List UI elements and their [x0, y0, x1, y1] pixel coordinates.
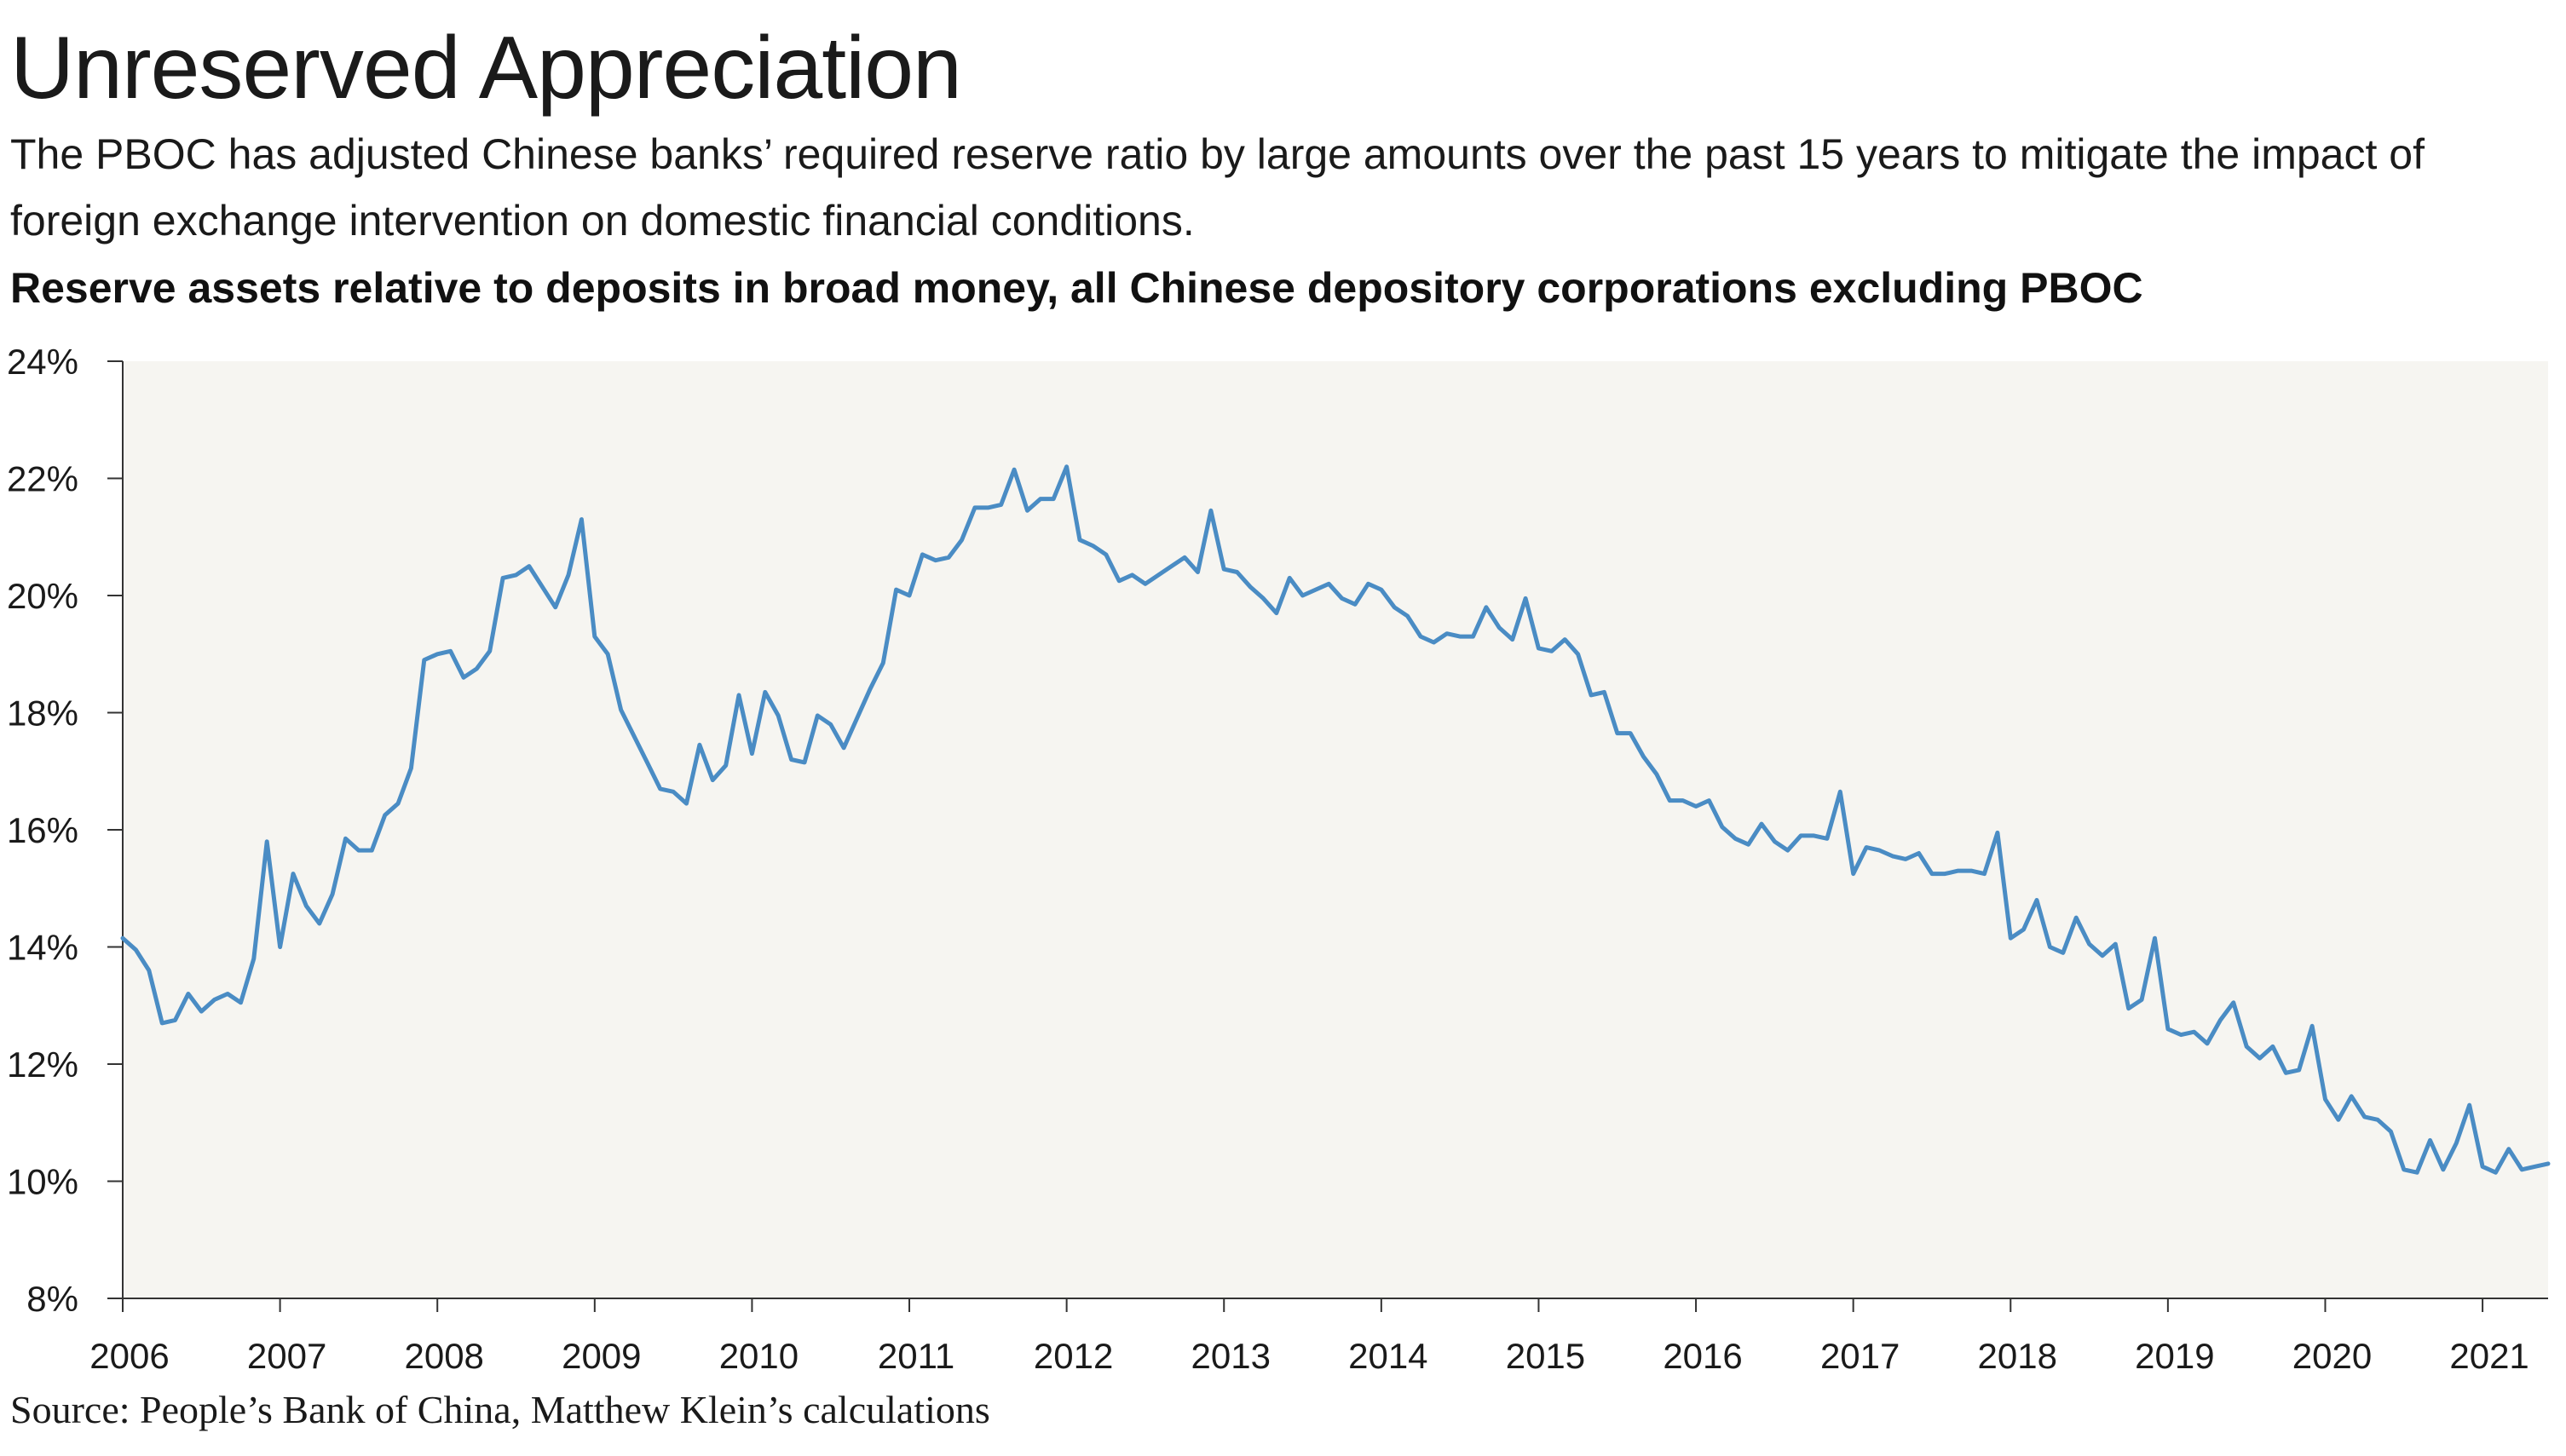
- reserve-ratio-line: [120, 464, 2551, 1175]
- y-tick-label: 22%: [7, 459, 78, 499]
- x-tick-label: 2021: [2449, 1336, 2529, 1376]
- plot-area: [123, 361, 2548, 1298]
- x-tick-label: 2006: [89, 1336, 169, 1376]
- series-layer: [120, 464, 2551, 1175]
- x-tick-label: 2009: [562, 1336, 641, 1376]
- y-tick-label: 24%: [7, 342, 78, 382]
- x-tick-label: 2010: [719, 1336, 799, 1376]
- x-tick-label: 2018: [1978, 1336, 2057, 1376]
- x-tick-label: 2012: [1034, 1336, 1113, 1376]
- x-tick-label: 2008: [404, 1336, 483, 1376]
- x-tick-label: 2007: [247, 1336, 326, 1376]
- x-tick-label: 2019: [2135, 1336, 2214, 1376]
- page-title: Unreserved Appreciation: [10, 19, 962, 118]
- y-tick-label: 10%: [7, 1162, 78, 1202]
- y-axis: 24% 22% 20% 18% 16% 14% 12% 10% 8%: [7, 342, 124, 1319]
- source-note: Source: People’s Bank of China, Matthew …: [10, 1388, 990, 1431]
- x-tick-label: 2014: [1348, 1336, 1427, 1376]
- subtitle: The PBOC has adjusted Chinese banks’ req…: [10, 130, 2425, 245]
- x-tick-label: 2017: [1820, 1336, 1900, 1376]
- x-tick-label: 2013: [1191, 1336, 1271, 1376]
- y-tick-label: 16%: [7, 810, 78, 850]
- x-tick-label: 2015: [1506, 1336, 1585, 1376]
- chart-title: Reserve assets relative to deposits in b…: [10, 264, 2143, 312]
- y-tick-label: 14%: [7, 928, 78, 968]
- y-tick-label: 18%: [7, 693, 78, 734]
- x-axis: 2006 2007 2008 2009 2010 2011 2012 2013 2014 2015…: [89, 1298, 2548, 1376]
- y-tick-label: 8%: [26, 1279, 78, 1319]
- x-tick-label: 2011: [878, 1336, 954, 1376]
- y-tick-label: 12%: [7, 1045, 78, 1085]
- x-tick-label: 2020: [2292, 1336, 2372, 1376]
- y-tick-label: 20%: [7, 576, 78, 616]
- x-tick-label: 2016: [1663, 1336, 1742, 1376]
